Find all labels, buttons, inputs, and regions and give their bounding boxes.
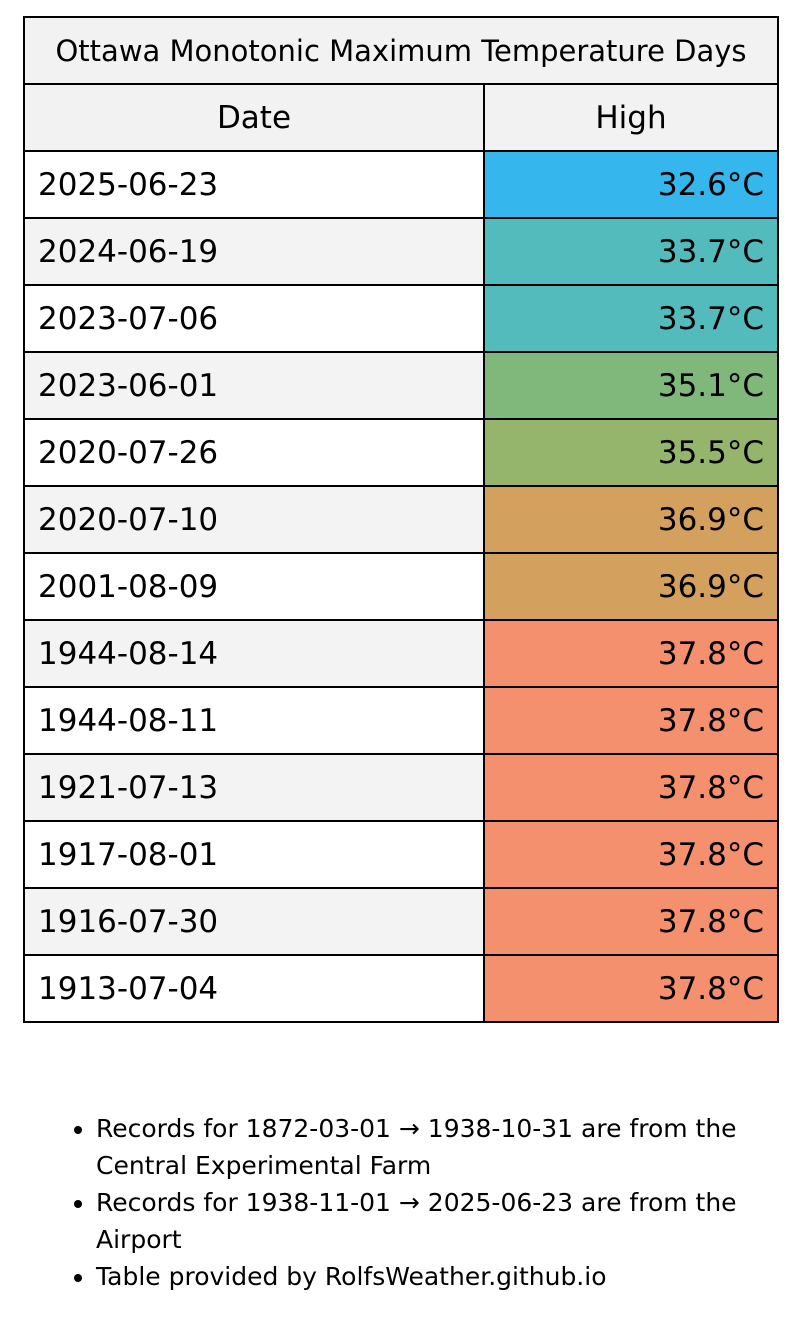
table-row: 1921-07-13 37.8°C	[23, 753, 780, 822]
date-cell: 1917-08-01	[23, 820, 485, 889]
table-row: 1913-07-04 37.8°C	[23, 954, 780, 1023]
table-row: 1916-07-30 37.8°C	[23, 887, 780, 956]
date-cell: 1944-08-14	[23, 619, 485, 688]
high-temperature-cell: 32.6°C	[482, 150, 780, 219]
table-row: 1944-08-11 37.8°C	[23, 686, 780, 755]
header-row: Date High	[23, 83, 780, 152]
high-temperature-cell: 37.8°C	[482, 686, 780, 755]
high-temperature-cell: 33.7°C	[482, 284, 780, 353]
date-cell: 2024-06-19	[23, 217, 485, 286]
table-row: 2020-07-26 35.5°C	[23, 418, 780, 487]
date-cell: 1944-08-11	[23, 686, 485, 755]
table-row: 1944-08-14 37.8°C	[23, 619, 780, 688]
high-temperature-cell: 35.5°C	[482, 418, 780, 487]
table-row: 2020-07-10 36.9°C	[23, 485, 780, 554]
date-cell: 2020-07-10	[23, 485, 485, 554]
footnotes-list: Records for 1872-03-01 → 1938-10-31 are …	[58, 1110, 796, 1295]
high-temperature-cell: 36.9°C	[482, 552, 780, 621]
table-row: 2023-06-01 35.1°C	[23, 351, 780, 420]
table-body: 2025-06-23 32.6°C 2024-06-19 33.7°C 2023-07-…	[23, 150, 780, 1023]
date-cell: 1916-07-30	[23, 887, 485, 956]
footnote-item: Table provided by RolfsWeather.github.io	[96, 1258, 796, 1295]
high-temperature-cell: 37.8°C	[482, 753, 780, 822]
high-temperature-cell: 36.9°C	[482, 485, 780, 554]
title-row: Ottawa Monotonic Maximum Temperature Day…	[22, 16, 780, 85]
high-temperature-cell: 37.8°C	[482, 954, 780, 1023]
records-table: Ottawa Monotonic Maximum Temperature Day…	[22, 16, 780, 1023]
table-row: 2001-08-09 36.9°C	[23, 552, 780, 621]
table-row: 1917-08-01 37.8°C	[23, 820, 780, 889]
high-temperature-cell: 33.7°C	[482, 217, 780, 286]
high-temperature-cell: 35.1°C	[482, 351, 780, 420]
date-cell: 2001-08-09	[23, 552, 485, 621]
table-row: 2023-07-06 33.7°C	[23, 284, 780, 353]
date-cell: 2023-07-06	[23, 284, 485, 353]
table-row: 2024-06-19 33.7°C	[23, 217, 780, 286]
table-row: 2025-06-23 32.6°C	[23, 150, 780, 219]
footnote-item: Records for 1872-03-01 → 1938-10-31 are …	[96, 1110, 796, 1184]
date-column-header: Date	[23, 83, 485, 152]
date-cell: 2020-07-26	[23, 418, 485, 487]
high-temperature-cell: 37.8°C	[482, 619, 780, 688]
high-column-header: High	[482, 83, 780, 152]
date-cell: 2025-06-23	[23, 150, 485, 219]
table-title: Ottawa Monotonic Maximum Temperature Day…	[22, 16, 780, 85]
date-cell: 2023-06-01	[23, 351, 485, 420]
date-cell: 1913-07-04	[23, 954, 485, 1023]
date-cell: 1921-07-13	[23, 753, 485, 822]
footnote-item: Records for 1938-11-01 → 2025-06-23 are …	[96, 1184, 796, 1258]
high-temperature-cell: 37.8°C	[482, 820, 780, 889]
high-temperature-cell: 37.8°C	[482, 887, 780, 956]
